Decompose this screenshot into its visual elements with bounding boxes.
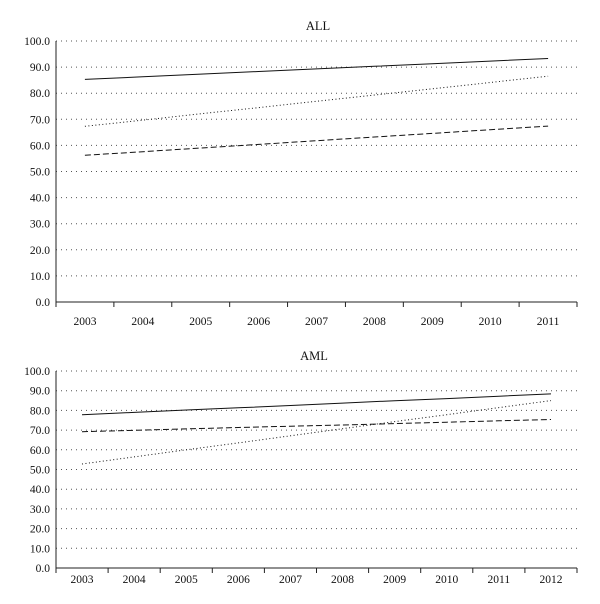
y-tick-label: 100.0 [24, 36, 50, 48]
y-tick-label: 10.0 [30, 271, 50, 283]
x-tick-label: 2003 [73, 316, 96, 328]
series-line-dotted [84, 75, 549, 127]
chart-title: ALL [306, 19, 330, 33]
series-line-solid [81, 393, 552, 416]
y-tick-label: 90.0 [30, 62, 50, 74]
x-tick-label: 2010 [479, 316, 502, 328]
x-tick-label: 2005 [189, 316, 212, 328]
y-tick-label: 0.0 [36, 563, 51, 575]
y-tick-label: 50.0 [30, 465, 50, 477]
series-line-dashed [84, 125, 549, 156]
x-tick-label: 2008 [363, 316, 386, 328]
x-tick-label: 2011 [488, 574, 511, 586]
chart-aml: AML 0.0 10.0 20.0 30.0 40.0 50.0 60.0 70.0 80.0 9… [24, 349, 578, 586]
y-tick-label: 60.0 [30, 140, 50, 152]
x-tick-label: 2006 [247, 316, 270, 328]
chart-title: AML [300, 349, 328, 363]
y-tick-label: 100.0 [24, 366, 50, 378]
x-tick-label: 2011 [537, 316, 560, 328]
y-tick-label: 70.0 [30, 114, 50, 126]
x-tick-label: 2007 [279, 574, 302, 586]
x-tick-label: 2012 [539, 574, 562, 586]
x-tick-label: 2006 [227, 574, 250, 586]
y-tick-label: 60.0 [30, 445, 50, 457]
x-tick-label: 2004 [123, 574, 146, 586]
y-tick-label: 40.0 [30, 484, 50, 496]
series-line-dashed [81, 419, 552, 433]
x-tick-label: 2004 [131, 316, 154, 328]
y-tick-label: 70.0 [30, 425, 50, 437]
x-tick-label: 2009 [421, 316, 444, 328]
y-tick-label: 80.0 [30, 405, 50, 417]
y-tick-label: 30.0 [30, 219, 50, 231]
y-tick-label: 0.0 [36, 297, 51, 309]
y-tick-label: 30.0 [30, 504, 50, 516]
y-tick-label: 40.0 [30, 193, 50, 205]
y-tick-label: 50.0 [30, 167, 50, 179]
x-tick-label: 2008 [331, 574, 354, 586]
x-tick-label: 2005 [175, 574, 198, 586]
x-tick-label: 2009 [383, 574, 406, 586]
x-tick-label: 2003 [71, 574, 94, 586]
series-line-solid [84, 58, 549, 80]
y-tick-label: 90.0 [30, 386, 50, 398]
y-tick-label: 20.0 [30, 245, 50, 257]
y-tick-label: 10.0 [30, 543, 50, 555]
x-tick-label: 2007 [305, 316, 328, 328]
y-tick-label: 20.0 [30, 524, 50, 536]
y-tick-label: 80.0 [30, 88, 50, 100]
chart-all: ALL 0.0 10.0 20.0 30.0 40.0 50.0 60.0 70.0 80.0 9… [24, 19, 578, 328]
x-tick-label: 2010 [435, 574, 458, 586]
